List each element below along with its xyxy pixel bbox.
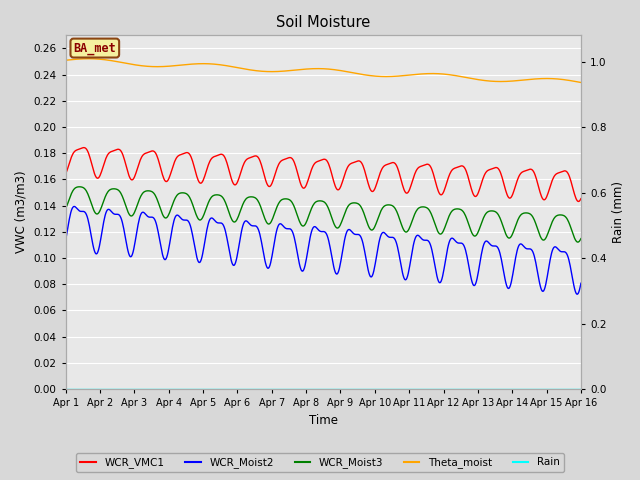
Line: Theta_moist: Theta_moist [66, 59, 581, 83]
Rain [62, 386, 70, 392]
WCR_VMC1 [204, 162, 212, 168]
Theta_moist [125, 61, 132, 67]
WCR_Moist2 [70, 204, 78, 209]
Line: WCR_Moist3: WCR_Moist3 [66, 187, 581, 242]
Theta_moist [177, 62, 185, 68]
Text: BA_met: BA_met [74, 42, 116, 55]
WCR_Moist3 [574, 239, 582, 245]
WCR_Moist3 [401, 229, 409, 235]
WCR_Moist3 [71, 185, 79, 191]
Rain [577, 386, 585, 392]
Theta_moist [387, 73, 394, 79]
Theta_moist [84, 56, 92, 61]
Rain [204, 386, 211, 392]
Y-axis label: VWC (m3/m3): VWC (m3/m3) [15, 171, 28, 253]
Legend: WCR_VMC1, WCR_Moist2, WCR_Moist3, Theta_moist, Rain: WCR_VMC1, WCR_Moist2, WCR_Moist3, Theta_… [76, 453, 564, 472]
WCR_Moist2 [72, 204, 79, 210]
WCR_Moist2 [577, 280, 585, 286]
Theta_moist [401, 72, 409, 78]
Title: Soil Moisture: Soil Moisture [276, 15, 371, 30]
WCR_VMC1 [401, 189, 409, 195]
WCR_VMC1 [71, 148, 79, 154]
WCR_Moist2 [125, 251, 132, 257]
WCR_Moist2 [177, 216, 185, 221]
Rain [71, 386, 79, 392]
WCR_VMC1 [177, 152, 185, 157]
Theta_moist [204, 61, 212, 67]
Rain [386, 386, 394, 392]
WCR_VMC1 [80, 145, 88, 151]
WCR_VMC1 [62, 171, 70, 177]
WCR_Moist3 [204, 200, 212, 206]
WCR_VMC1 [387, 160, 394, 166]
Line: WCR_VMC1: WCR_VMC1 [66, 148, 581, 202]
WCR_Moist2 [401, 277, 409, 283]
Theta_moist [577, 80, 585, 85]
WCR_Moist3 [62, 205, 70, 211]
Y-axis label: Rain (mm): Rain (mm) [612, 181, 625, 243]
WCR_VMC1 [125, 172, 132, 178]
Rain [177, 386, 184, 392]
WCR_Moist2 [387, 235, 394, 240]
WCR_Moist2 [62, 237, 70, 243]
Theta_moist [62, 57, 70, 63]
WCR_Moist3 [177, 190, 185, 196]
WCR_Moist3 [125, 211, 132, 216]
WCR_VMC1 [577, 196, 585, 202]
Rain [401, 386, 408, 392]
WCR_Moist3 [76, 184, 83, 190]
WCR_Moist3 [387, 202, 394, 208]
Rain [124, 386, 132, 392]
Line: WCR_Moist2: WCR_Moist2 [66, 206, 581, 294]
WCR_Moist3 [577, 236, 585, 241]
WCR_VMC1 [575, 199, 582, 204]
X-axis label: Time: Time [309, 414, 338, 427]
WCR_Moist2 [204, 221, 212, 227]
WCR_Moist2 [573, 291, 581, 297]
Theta_moist [71, 57, 79, 62]
